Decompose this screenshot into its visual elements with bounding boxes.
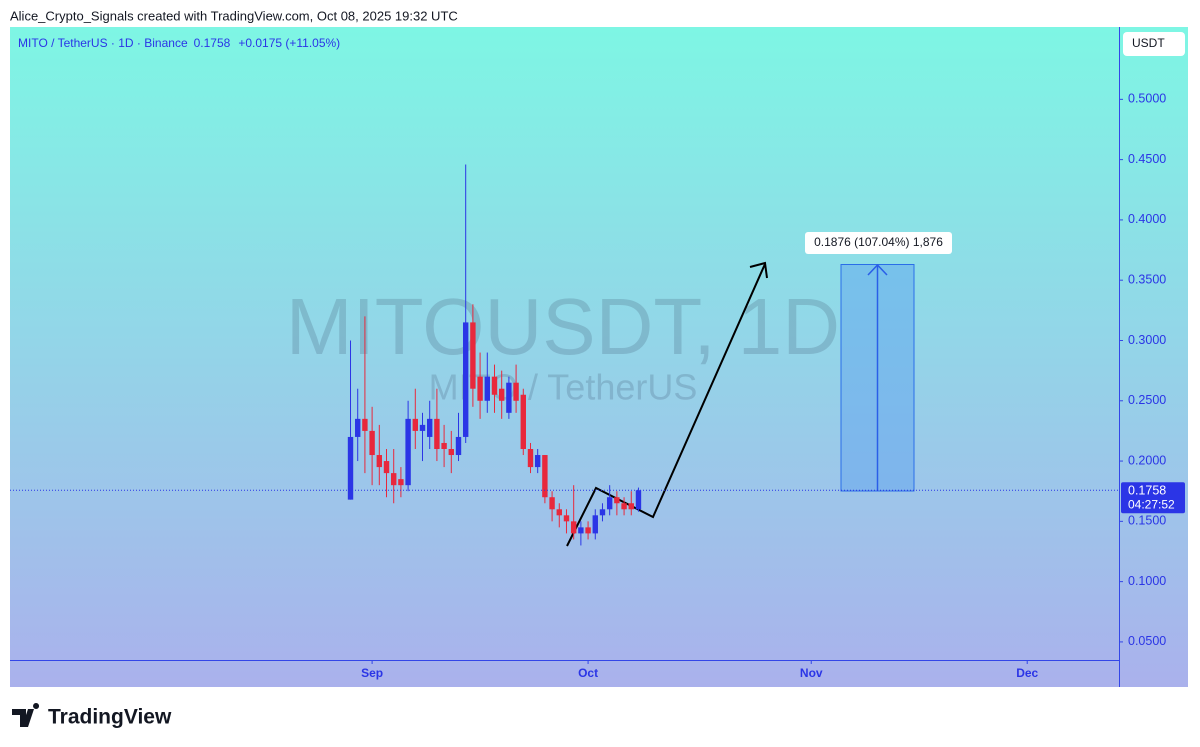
candle-body: [419, 424, 426, 431]
price-change: +0.0175 (+11.05%): [238, 36, 340, 50]
y-tick-label: 0.1000: [1128, 574, 1166, 588]
candle-body: [355, 418, 361, 437]
x-tick-label: Dec: [1016, 666, 1038, 680]
candle-body: [470, 322, 476, 389]
candle-body: [592, 515, 598, 534]
candle-body: [628, 503, 634, 510]
candle-body: [369, 430, 375, 456]
candle-body: [614, 497, 620, 504]
candle-body: [412, 418, 419, 431]
candle-body: [462, 322, 469, 437]
candle-body: [347, 436, 354, 500]
last-price-label: 0.1758: [1128, 484, 1166, 498]
candle-body: [556, 509, 562, 516]
candle-body: [362, 418, 368, 431]
candle-body: [448, 449, 454, 456]
candle-body: [491, 376, 498, 395]
candle-body: [484, 376, 490, 401]
candle-body: [621, 503, 627, 510]
watermark-subtitle: MITO / TetherUS: [429, 367, 698, 408]
candle-body: [455, 436, 462, 456]
watermark: MITOUSDT, 1D: [286, 282, 840, 371]
candle-body: [563, 515, 570, 522]
measure-label: 0.1876 (107.04%) 1,876: [814, 235, 943, 249]
candle-body: [434, 418, 440, 449]
candle-body: [383, 461, 390, 474]
candle-body: [498, 388, 505, 401]
candle-body: [405, 418, 411, 486]
x-tick-label: Sep: [361, 666, 383, 680]
currency-button[interactable]: [1123, 32, 1185, 56]
plot: 0.0500 0.1000 0.1500 0.2000 0.2500 0.3000 0.35…: [10, 92, 1185, 680]
y-tick-label: 0.4000: [1128, 212, 1166, 226]
candle-body: [585, 527, 591, 534]
x-tick-label: Oct: [578, 666, 598, 680]
y-tick-label: 0.3500: [1128, 272, 1166, 286]
countdown: 04:27:52: [1128, 497, 1175, 511]
y-tick-label: 0.5000: [1128, 92, 1166, 106]
candle-body: [391, 473, 397, 486]
candle-body: [527, 449, 534, 468]
footer-logo-icon: [12, 703, 40, 727]
candle-body: [398, 479, 404, 486]
candle-body: [599, 509, 606, 516]
candle-body: [606, 497, 613, 510]
candle-body: [542, 455, 548, 498]
y-tick-label: 0.2500: [1128, 393, 1166, 407]
candle-body: [441, 442, 447, 449]
measure-arrowhead: [867, 263, 888, 276]
candle-body: [578, 527, 584, 534]
candle-body: [549, 497, 555, 510]
candle-body: [426, 418, 433, 437]
last-price: 0.1758: [194, 36, 231, 50]
candle-body: [635, 490, 642, 510]
y-tick-label: 0.4500: [1128, 152, 1166, 166]
measure-label-box: [805, 232, 952, 254]
y-tick-label: 0.2000: [1128, 453, 1166, 467]
currency: USDT: [1132, 36, 1165, 50]
candle-body: [520, 394, 526, 449]
last-price-tag: [1121, 482, 1185, 514]
y-tick-label: 0.1500: [1128, 514, 1166, 528]
symbol-legend: MITO / TetherUS · 1D · Binance 0.1758 +0…: [18, 36, 340, 50]
chart-panel: [10, 27, 1188, 687]
x-tick-label: Nov: [800, 666, 823, 680]
candle-body: [570, 521, 577, 534]
footer-logo-text: TradingView: [48, 706, 172, 729]
projection-arrowhead: [749, 261, 768, 279]
candle-body: [534, 455, 541, 468]
candle-body: [477, 376, 483, 401]
candle-body: [506, 382, 512, 413]
candle-body: [513, 382, 519, 401]
y-tick-label: 0.3000: [1128, 333, 1166, 347]
header: Alice_Crypto_Signals created with Tradin…: [10, 8, 458, 23]
symbol: MITO / TetherUS · 1D · Binance: [18, 36, 188, 50]
candle-body: [376, 455, 383, 468]
y-tick-label: 0.0500: [1128, 634, 1166, 648]
